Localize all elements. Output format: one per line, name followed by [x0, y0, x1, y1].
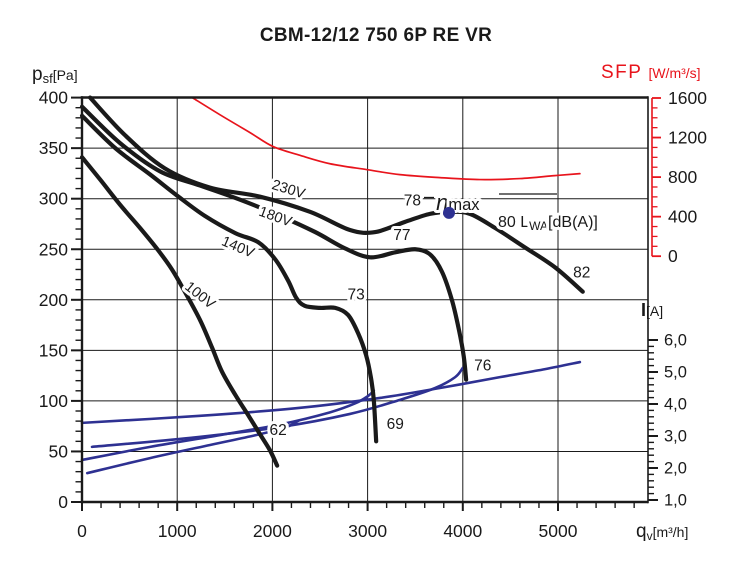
pressure-curve-230v — [87, 95, 585, 294]
flow-tick-label: 5000 — [539, 521, 578, 541]
flow-tick-label: 3000 — [348, 521, 387, 541]
noise-level-label-62: 62 — [269, 422, 286, 439]
sfp-axis-label: SFP [W/m³/s] — [601, 62, 701, 83]
current-tick-label: 2,0 — [664, 460, 687, 478]
flow-tick-label: 1000 — [158, 521, 197, 541]
pressure-tick-label: 250 — [39, 239, 68, 259]
noise-level-label-82: 82 — [573, 265, 590, 282]
current-tick-label: 1,0 — [664, 492, 687, 510]
pressure-tick-label: 50 — [49, 441, 69, 461]
eta-max-point — [442, 206, 455, 219]
flow-tick-label: 4000 — [443, 521, 482, 541]
noise-level-label-73: 73 — [348, 287, 365, 304]
flow-tick-label: 2000 — [253, 521, 292, 541]
chart-title: CBM-12/12 750 6P RE VR — [260, 25, 492, 46]
axis-ticks — [71, 96, 661, 511]
sfp-tick-label: 0 — [668, 246, 678, 266]
pressure-tick-label: 0 — [58, 492, 68, 512]
current-curve-140v — [80, 389, 376, 462]
pressure-tick-label: 100 — [39, 391, 68, 411]
lwa-unit-label: 80 LWA[dB(A)] — [498, 214, 598, 233]
eta-max-label: ηmax — [436, 190, 480, 215]
pressure-tick-label: 150 — [39, 340, 68, 360]
current-tick-label: 5,0 — [664, 364, 687, 382]
current-tick-label: 4,0 — [664, 396, 687, 414]
current-curve-100v — [85, 419, 300, 475]
pressure-curve-100v — [79, 155, 280, 468]
pressure-curve-180v — [79, 104, 469, 382]
sfp-tick-label: 800 — [668, 167, 697, 187]
noise-level-label-77: 77 — [393, 227, 410, 244]
flow-tick-label: 0 — [77, 521, 87, 541]
sfp-curve — [192, 97, 581, 181]
pressure-curve-140v — [79, 113, 379, 444]
pressure-axis-label: psf[Pa] — [32, 64, 78, 86]
pressure-tick-label: 300 — [39, 189, 68, 209]
current-tick-label: 6,0 — [664, 332, 687, 350]
voltage-label-180v: 180V — [257, 204, 295, 231]
pressure-tick-label: 200 — [39, 290, 68, 310]
sfp-tick-label: 1200 — [668, 128, 707, 148]
sfp-tick-label: 400 — [668, 207, 697, 227]
flow-axis-label: qv[m³/h] — [636, 521, 688, 543]
pressure-tick-label: 400 — [39, 88, 68, 108]
sfp-tick-label: 1600 — [668, 88, 707, 108]
current-curve-180v — [90, 366, 465, 449]
pressure-tick-label: 350 — [39, 138, 68, 158]
current-tick-label: 3,0 — [664, 428, 687, 446]
current-axis-label: I[A] — [641, 300, 663, 320]
noise-level-label-78: 78 — [404, 193, 421, 210]
current-curve-230v — [80, 360, 582, 425]
noise-level-label-69: 69 — [387, 416, 404, 433]
curves-layer — [79, 95, 585, 475]
noise-level-label-76: 76 — [474, 358, 491, 375]
